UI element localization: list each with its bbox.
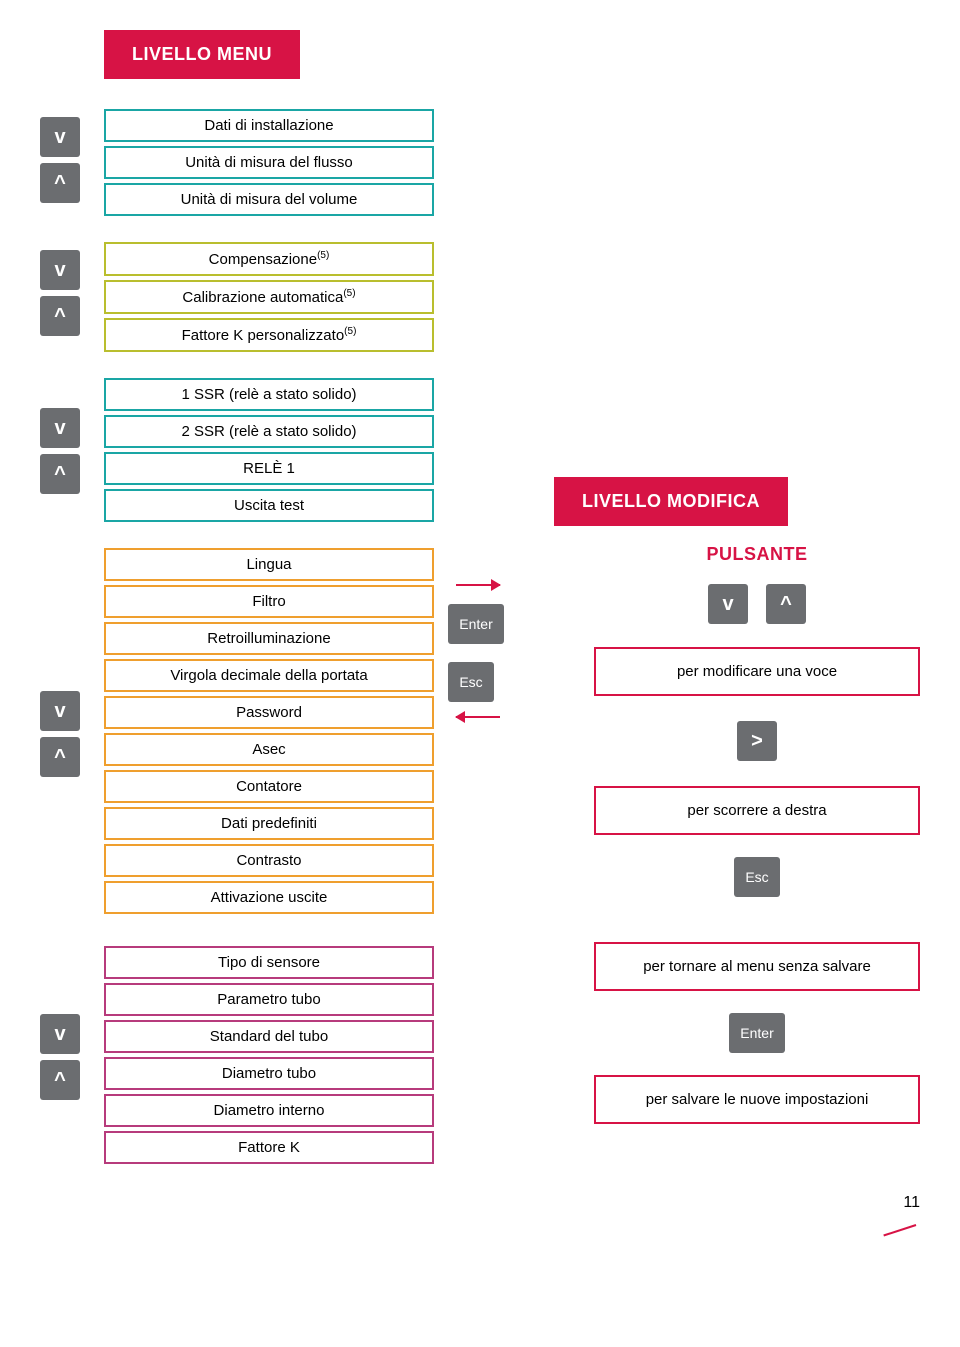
menu-item[interactable]: Dati predefiniti xyxy=(104,807,434,840)
menu-label: 1 SSR (relè a stato solido) xyxy=(181,386,356,403)
menu-label: Password xyxy=(236,704,302,721)
menu-label: Standard del tubo xyxy=(210,1028,328,1045)
desc-modify: per modificare una voce xyxy=(594,647,920,696)
menu-label: Parametro tubo xyxy=(217,991,320,1008)
arrow-left-icon xyxy=(456,716,500,718)
nav-up-button[interactable]: ^ xyxy=(40,1060,80,1100)
menu-label: Dati predefiniti xyxy=(221,815,317,832)
menu-label: RELÈ 1 xyxy=(243,460,295,477)
menu-item[interactable]: Dati di installazione xyxy=(104,109,434,142)
menu-label: Contatore xyxy=(236,778,302,795)
header-livello-menu: LIVELLO MENU xyxy=(104,30,300,79)
menu-item[interactable]: Fattore K personalizzato(5) xyxy=(104,318,434,352)
page-number: 11 xyxy=(880,1194,920,1212)
menu-item[interactable]: Lingua xyxy=(104,548,434,581)
desc-return: per tornare al menu senza salvare xyxy=(594,942,920,991)
menu-item[interactable]: Attivazione uscite xyxy=(104,881,434,914)
menu-item[interactable]: Parametro tubo xyxy=(104,983,434,1016)
menu-item[interactable]: Uscita test xyxy=(104,489,434,522)
menu-item[interactable]: 1 SSR (relè a stato solido) xyxy=(104,378,434,411)
nav-down-button[interactable]: v xyxy=(40,1014,80,1054)
menu-item[interactable]: Retroilluminazione xyxy=(104,622,434,655)
menu-label: Fattore K personalizzato xyxy=(182,327,345,344)
enter-key[interactable]: Enter xyxy=(448,604,504,644)
nav-down-button[interactable]: v xyxy=(40,250,80,290)
menu-label: Tipo di sensore xyxy=(218,954,320,971)
sup: (5) xyxy=(344,326,356,337)
menu-item[interactable]: Unità di misura del flusso xyxy=(104,146,434,179)
menu-label: 2 SSR (relè a stato solido) xyxy=(181,423,356,440)
menu-item[interactable]: Diametro interno xyxy=(104,1094,434,1127)
menu-item[interactable]: Calibrazione automatica(5) xyxy=(104,280,434,314)
menu-label: Unità di misura del volume xyxy=(181,191,358,208)
pulsante-heading: PULSANTE xyxy=(594,544,920,565)
menu-label: Virgola decimale della portata xyxy=(170,667,367,684)
menu-label: Asec xyxy=(252,741,285,758)
menu-label: Diametro interno xyxy=(214,1102,325,1119)
desc-save: per salvare le nuove impostazioni xyxy=(594,1075,920,1124)
menu-item[interactable]: Password xyxy=(104,696,434,729)
nav-up-button[interactable]: ^ xyxy=(40,454,80,494)
menu-item[interactable]: Diametro tubo xyxy=(104,1057,434,1090)
menu-item[interactable]: Unità di misura del volume xyxy=(104,183,434,216)
nav-up-button[interactable]: ^ xyxy=(40,163,80,203)
sup: (5) xyxy=(343,288,355,299)
menu-label: Contrasto xyxy=(236,852,301,869)
menu-item[interactable]: Standard del tubo xyxy=(104,1020,434,1053)
menu-item[interactable]: Virgola decimale della portata xyxy=(104,659,434,692)
menu-label: Lingua xyxy=(246,556,291,573)
esc-key[interactable]: Esc xyxy=(448,662,494,702)
menu-label: Diametro tubo xyxy=(222,1065,316,1082)
nav-right-button[interactable]: > xyxy=(737,721,777,761)
menu-item[interactable]: Fattore K xyxy=(104,1131,434,1164)
menu-item[interactable]: Tipo di sensore xyxy=(104,946,434,979)
esc-key[interactable]: Esc xyxy=(734,857,780,897)
nav-up-button[interactable]: ^ xyxy=(766,584,806,624)
menu-label: Unità di misura del flusso xyxy=(185,154,353,171)
nav-down-button[interactable]: v xyxy=(708,584,748,624)
arrow-right-icon xyxy=(456,584,500,586)
menu-item[interactable]: Filtro xyxy=(104,585,434,618)
menu-item[interactable]: Asec xyxy=(104,733,434,766)
menu-item[interactable]: 2 SSR (relè a stato solido) xyxy=(104,415,434,448)
header-livello-modifica: LIVELLO MODIFICA xyxy=(554,477,788,526)
nav-up-button[interactable]: ^ xyxy=(40,737,80,777)
sup: (5) xyxy=(317,250,329,261)
menu-item[interactable]: Contrasto xyxy=(104,844,434,877)
menu-label: Filtro xyxy=(252,593,285,610)
nav-down-button[interactable]: v xyxy=(40,691,80,731)
menu-label: Retroilluminazione xyxy=(207,630,330,647)
menu-label: Calibrazione automatica xyxy=(182,289,343,306)
menu-item[interactable]: RELÈ 1 xyxy=(104,452,434,485)
nav-down-button[interactable]: v xyxy=(40,117,80,157)
menu-item[interactable]: Compensazione(5) xyxy=(104,242,434,276)
nav-down-button[interactable]: v xyxy=(40,408,80,448)
menu-item[interactable]: Contatore xyxy=(104,770,434,803)
menu-label: Fattore K xyxy=(238,1139,300,1156)
nav-up-button[interactable]: ^ xyxy=(40,296,80,336)
menu-label: Uscita test xyxy=(234,497,304,514)
menu-label: Compensazione xyxy=(209,251,317,268)
menu-label: Dati di installazione xyxy=(204,117,333,134)
page-corner-icon xyxy=(880,1212,920,1232)
enter-key[interactable]: Enter xyxy=(729,1013,785,1053)
desc-scroll: per scorrere a destra xyxy=(594,786,920,835)
menu-label: Attivazione uscite xyxy=(211,889,328,906)
